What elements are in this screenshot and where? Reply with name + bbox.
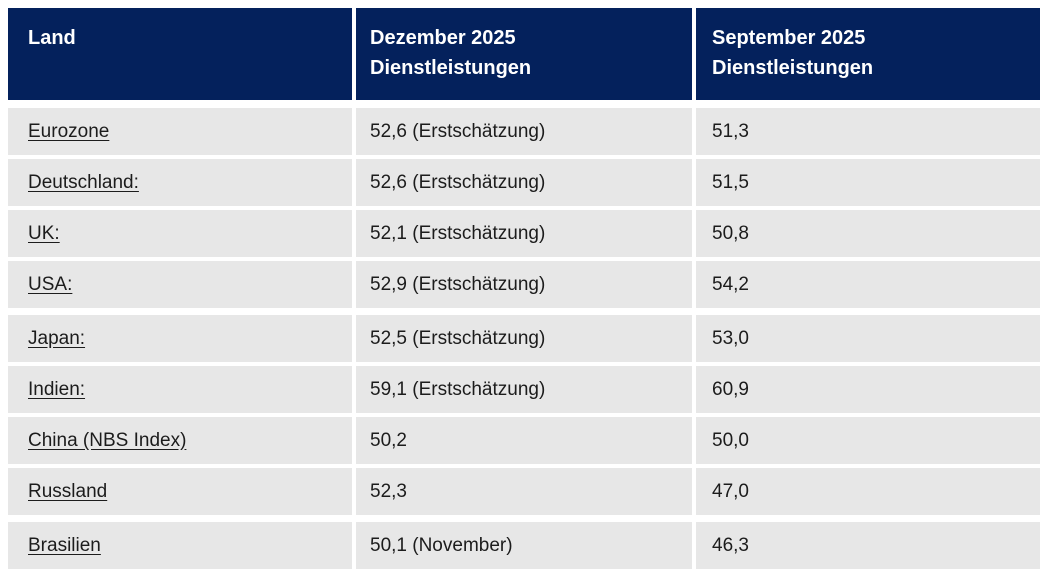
- september-value: 54,2: [696, 261, 1040, 308]
- land-cell: UK:: [8, 210, 352, 257]
- september-value: 53,0: [696, 315, 1040, 362]
- column-header-land: Land: [8, 8, 352, 100]
- country-link-japan[interactable]: Japan:: [28, 327, 86, 349]
- land-cell: Russland: [8, 468, 352, 515]
- dezember-value: 52,9 (Erstschätzung): [356, 261, 692, 308]
- column-header-dezember-2025: Dezember 2025 Dienstleistungen: [356, 8, 692, 100]
- dezember-value: 52,3: [356, 468, 692, 515]
- table-row-japan: Japan: 52,5 (Erstschätzung) 53,0: [8, 315, 1040, 362]
- dezember-value: 59,1 (Erstschätzung): [356, 366, 692, 413]
- september-value: 47,0: [696, 468, 1040, 515]
- column-header-september-2025: September 2025 Dienstleistungen: [696, 8, 1040, 100]
- table-row-brasilien: Brasilien 50,1 (November) 46,3: [8, 522, 1040, 569]
- country-link-uk[interactable]: UK:: [28, 222, 60, 244]
- dezember-value: 52,6 (Erstschätzung): [356, 159, 692, 206]
- table-row-usa: USA: 52,9 (Erstschätzung) 54,2: [8, 261, 1040, 308]
- dezember-value: 52,1 (Erstschätzung): [356, 210, 692, 257]
- land-cell: Japan:: [8, 315, 352, 362]
- country-link-usa[interactable]: USA:: [28, 273, 73, 295]
- table-row-eurozone: Eurozone 52,6 (Erstschätzung) 51,3: [8, 108, 1040, 155]
- table-header-row: Land Dezember 2025 Dienstleistungen Sept…: [8, 8, 1040, 100]
- country-link-russland[interactable]: Russland: [28, 480, 108, 502]
- september-value: 50,8: [696, 210, 1040, 257]
- table-row-deutschland: Deutschland: 52,6 (Erstschätzung) 51,5: [8, 159, 1040, 206]
- land-cell: Deutschland:: [8, 159, 352, 206]
- country-link-indien[interactable]: Indien:: [28, 378, 86, 400]
- september-value: 50,0: [696, 417, 1040, 464]
- country-link-china[interactable]: China (NBS Index): [28, 429, 187, 451]
- dezember-value: 50,1 (November): [356, 522, 692, 569]
- land-cell: Brasilien: [8, 522, 352, 569]
- land-cell: Eurozone: [8, 108, 352, 155]
- september-value: 51,3: [696, 108, 1040, 155]
- table-row-china: China (NBS Index) 50,2 50,0: [8, 417, 1040, 464]
- land-cell: China (NBS Index): [8, 417, 352, 464]
- country-link-brasilien[interactable]: Brasilien: [28, 534, 101, 556]
- country-link-deutschland[interactable]: Deutschland:: [28, 171, 139, 193]
- dezember-value: 50,2: [356, 417, 692, 464]
- dezember-value: 52,6 (Erstschätzung): [356, 108, 692, 155]
- table-row-indien: Indien: 59,1 (Erstschätzung) 60,9: [8, 366, 1040, 413]
- september-value: 46,3: [696, 522, 1040, 569]
- pmi-services-table: Land Dezember 2025 Dienstleistungen Sept…: [8, 8, 1040, 569]
- table-row-russland: Russland 52,3 47,0: [8, 468, 1040, 515]
- table-row-uk: UK: 52,1 (Erstschätzung) 50,8: [8, 210, 1040, 257]
- september-value: 60,9: [696, 366, 1040, 413]
- september-value: 51,5: [696, 159, 1040, 206]
- land-cell: USA:: [8, 261, 352, 308]
- country-link-eurozone[interactable]: Eurozone: [28, 120, 110, 142]
- dezember-value: 52,5 (Erstschätzung): [356, 315, 692, 362]
- land-cell: Indien:: [8, 366, 352, 413]
